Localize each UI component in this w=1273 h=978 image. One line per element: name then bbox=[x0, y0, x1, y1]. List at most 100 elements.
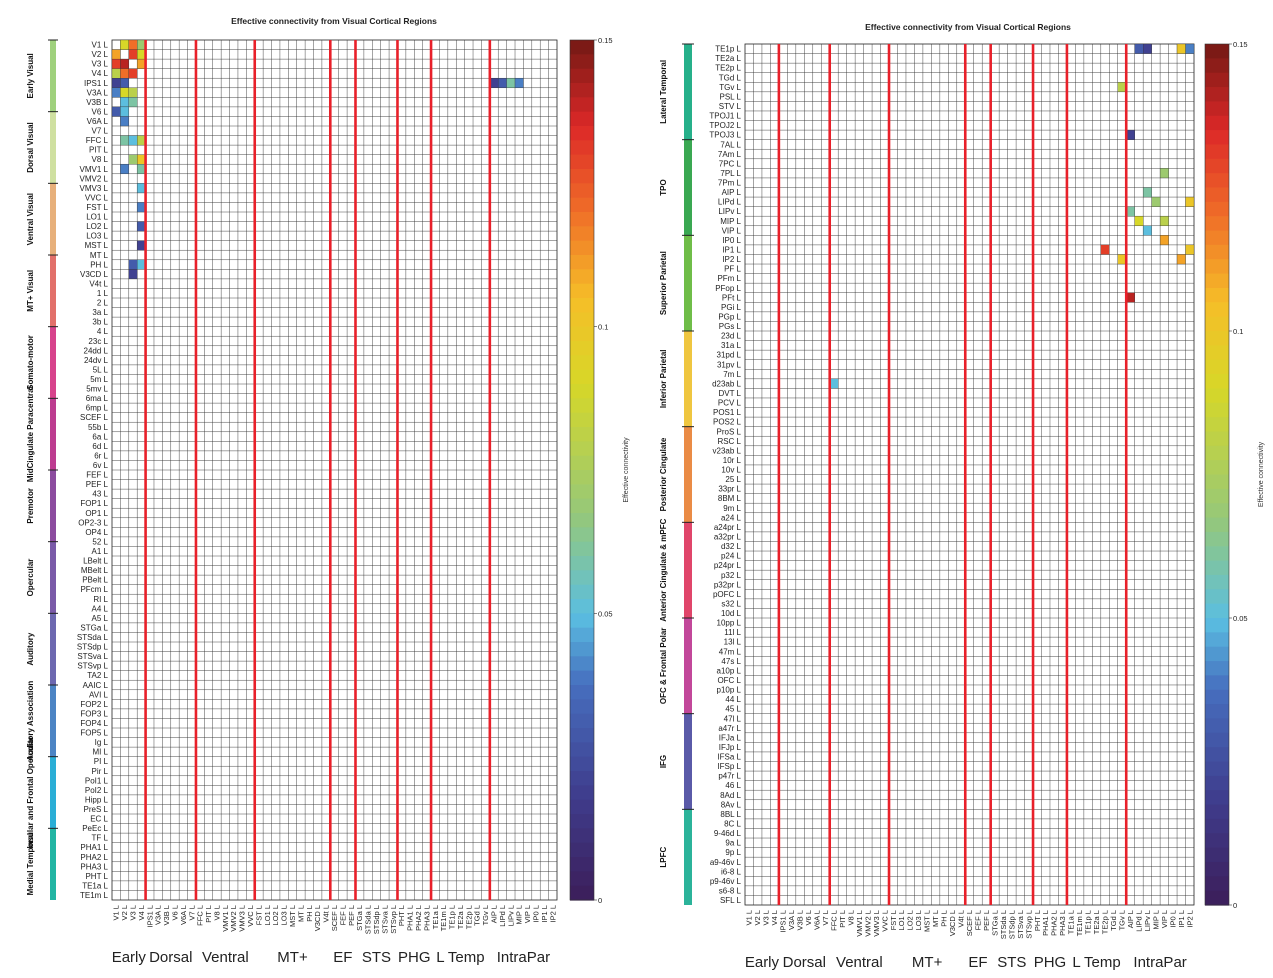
heatmap-cell bbox=[120, 97, 129, 108]
column-label: PHT L bbox=[397, 905, 406, 926]
colorbar-segment bbox=[1205, 574, 1229, 590]
row-label: PEF L bbox=[86, 480, 109, 489]
colorbar-segment bbox=[570, 441, 594, 457]
row-label: 6v L bbox=[93, 461, 109, 470]
row-label: PSL L bbox=[720, 92, 742, 101]
colorbar-segment bbox=[1205, 603, 1229, 619]
column-label: STSda L bbox=[999, 910, 1008, 939]
colorbar-segment bbox=[1205, 201, 1229, 217]
column-group-label: EF bbox=[333, 949, 352, 966]
colorbar-segment bbox=[570, 183, 594, 199]
column-label: VMV1 L bbox=[855, 910, 864, 937]
colorbar-segment bbox=[570, 756, 594, 772]
colorbar-tick-label: 0.1 bbox=[1233, 327, 1243, 336]
column-label: TGd L bbox=[1109, 910, 1118, 931]
colorbar-segment bbox=[570, 40, 594, 55]
row-label: VMV3 L bbox=[80, 184, 109, 193]
column-group-label: Dorsal bbox=[149, 949, 192, 966]
column-group-label: Ventral bbox=[836, 954, 883, 971]
row-group-color-bar bbox=[50, 685, 56, 757]
row-label: 6a L bbox=[92, 432, 108, 441]
heatmap-cell bbox=[128, 97, 138, 108]
left-chart-title: Effective connectivity from Visual Corti… bbox=[231, 16, 437, 26]
row-label: Pir L bbox=[92, 767, 109, 776]
column-group-label: MT+ bbox=[912, 954, 943, 971]
column-label: V4 L bbox=[137, 905, 146, 920]
colorbar-tick-label: 0.05 bbox=[598, 609, 613, 618]
row-label: 3a L bbox=[92, 308, 108, 317]
row-label: 2 L bbox=[97, 299, 109, 308]
column-label: LO2 L bbox=[906, 910, 915, 930]
row-label: ProS L bbox=[717, 427, 742, 436]
colorbar-segment bbox=[1205, 316, 1229, 332]
colorbar-segment bbox=[570, 627, 594, 643]
column-label: STSdp L bbox=[372, 905, 381, 934]
column-label: V1 L bbox=[745, 910, 754, 925]
column-label: LO2 L bbox=[271, 905, 280, 925]
column-label: FST L bbox=[254, 905, 263, 925]
row-group-color-bar bbox=[684, 235, 692, 331]
colorbar-segment bbox=[1205, 632, 1229, 648]
colorbar-segment bbox=[570, 384, 594, 399]
row-label: p24pr L bbox=[714, 561, 742, 570]
row-label: A1 L bbox=[92, 547, 109, 556]
right-heatmap-panel: Effective connectivity from Visual Corti… bbox=[659, 22, 1265, 971]
row-label: FOP3 L bbox=[80, 709, 108, 718]
row-label: 8Ad L bbox=[720, 791, 741, 800]
heatmap-cell bbox=[111, 78, 121, 88]
row-label: PFop L bbox=[715, 284, 741, 293]
row-label: TGv L bbox=[719, 83, 741, 92]
colorbar-segment bbox=[1205, 287, 1229, 303]
row-label: d32 L bbox=[721, 542, 742, 551]
row-label: a24 L bbox=[721, 513, 742, 522]
colorbar-segment bbox=[570, 699, 594, 715]
colorbar-frame bbox=[569, 39, 595, 901]
row-label: v23ab L bbox=[713, 446, 742, 455]
row-label: 7Pm L bbox=[718, 179, 742, 188]
column-label: IPS1 L bbox=[145, 905, 154, 928]
colorbar-segment bbox=[1205, 890, 1229, 906]
row-group-color-bar bbox=[684, 331, 692, 427]
row-label: 10r L bbox=[723, 456, 742, 465]
row-label: TE2a L bbox=[715, 54, 741, 63]
row-group-label: Posterior Cingulate bbox=[659, 437, 668, 511]
colorbar-segment bbox=[570, 341, 594, 356]
row-label: PCV L bbox=[718, 399, 742, 408]
colorbar-segment bbox=[570, 498, 594, 514]
row-label: 7AL L bbox=[720, 140, 741, 149]
column-label: PHA3 L bbox=[1058, 910, 1067, 936]
column-label: PEF L bbox=[347, 905, 356, 926]
colorbar-segment bbox=[1205, 876, 1229, 892]
heatmap-cell bbox=[128, 39, 138, 50]
heatmap-cell bbox=[128, 154, 138, 165]
row-label: PoI1 L bbox=[85, 776, 109, 785]
row-label: TF L bbox=[92, 834, 109, 843]
row-label: V6 L bbox=[92, 107, 109, 116]
row-group-color-bar bbox=[50, 398, 56, 470]
column-label: PHA1 L bbox=[1041, 910, 1050, 936]
row-group-color-bar bbox=[684, 44, 692, 140]
colorbar-segment bbox=[1205, 216, 1229, 232]
row-label: V3CD L bbox=[80, 270, 109, 279]
column-group-label: PHG bbox=[1034, 954, 1067, 971]
row-label: FFC L bbox=[86, 136, 109, 145]
colorbar-segment bbox=[1205, 130, 1229, 146]
row-group-color-bar bbox=[684, 522, 692, 618]
column-label: MST L bbox=[288, 905, 297, 927]
colorbar-segment bbox=[1205, 58, 1229, 74]
row-label: V3 L bbox=[92, 60, 109, 69]
colorbar-segment bbox=[570, 255, 594, 270]
row-group-label: Somato-motor bbox=[26, 335, 35, 390]
colorbar-segment bbox=[1205, 661, 1229, 676]
column-label: STSvp L bbox=[389, 905, 398, 934]
column-label: VMV2 L bbox=[863, 910, 872, 937]
colorbar-segment bbox=[1205, 646, 1229, 662]
row-label: SFL L bbox=[720, 896, 742, 905]
colorbar-segment bbox=[1205, 804, 1229, 820]
row-label: a32pr L bbox=[714, 532, 742, 541]
column-label: AIP L bbox=[1126, 910, 1135, 928]
row-label: POS1 L bbox=[713, 408, 742, 417]
row-label: s32 L bbox=[721, 599, 741, 608]
colorbar-segment bbox=[1205, 790, 1229, 806]
